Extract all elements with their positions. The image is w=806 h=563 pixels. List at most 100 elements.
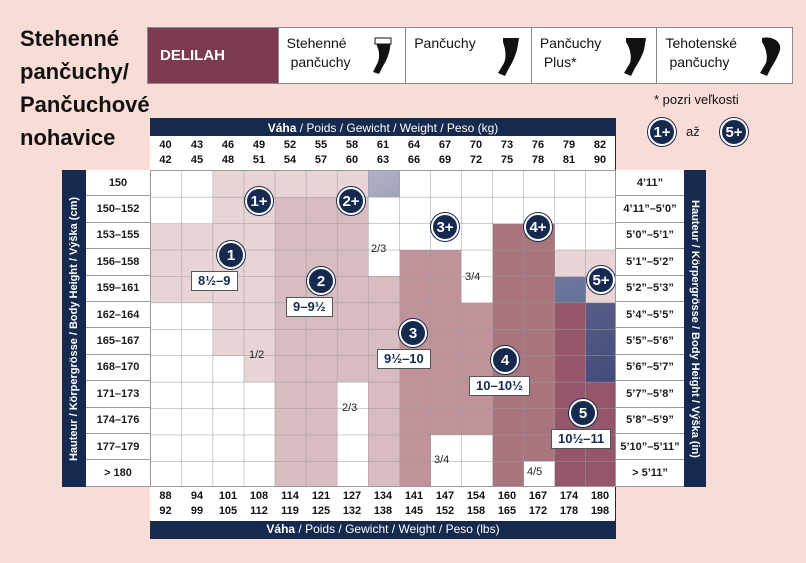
weight-kg-cell: 40 42 bbox=[150, 136, 181, 170]
height-cm-row: 156–158 bbox=[86, 249, 150, 276]
thigh-high-icon bbox=[373, 37, 392, 74]
weight-lbs-cell: 134 138 bbox=[367, 487, 398, 521]
weight-lbs-cell-to: 145 bbox=[404, 505, 424, 517]
weight-kg-cell: 73 75 bbox=[491, 136, 522, 170]
weight-kg-cell-to: 42 bbox=[159, 154, 172, 166]
height-in-rows: 4’11” 4’11”–5’0” 5’0”–5’1” 5’1”–5’2” 5’2”–5’… bbox=[616, 170, 684, 487]
weight-lbs-cell-from: 114 bbox=[281, 490, 299, 502]
size-5-label: 10½–11 bbox=[551, 429, 612, 449]
weight-kg-cell-from: 49 bbox=[252, 139, 266, 151]
weight-lbs-cell-to: 132 bbox=[342, 505, 362, 517]
size-4-label: 10–10½ bbox=[469, 376, 530, 396]
weight-lbs-cell-from: 127 bbox=[342, 490, 362, 502]
height-in-row: 5’8”–5’9” bbox=[616, 407, 684, 434]
weight-kg-cell-from: 61 bbox=[376, 139, 390, 151]
weight-lbs-cell: 121 125 bbox=[305, 487, 336, 521]
size-1-label: 8½–9 bbox=[191, 271, 238, 291]
page-title: Stehenné pančuchy/ Pančuchové nohavice bbox=[20, 26, 150, 150]
weight-lbs-cell-to: 138 bbox=[373, 505, 393, 517]
weight-kg-cell-from: 46 bbox=[221, 139, 235, 151]
height-cm-axis: Hauteur / Körpergrösse / Body Height / V… bbox=[62, 170, 86, 487]
weight-lbs-cell-to: 198 bbox=[590, 505, 610, 517]
product-tabs: DELILAH Stehenné pančuchy Pančuchy Panču… bbox=[147, 27, 793, 84]
weight-kg-cell-to: 66 bbox=[407, 154, 421, 166]
weight-lbs-cell: 101 105 bbox=[212, 487, 243, 521]
height-cm-row: 159–161 bbox=[86, 275, 150, 302]
weight-lbs-cell-from: 88 bbox=[159, 490, 172, 502]
weight-kg-cell: 67 69 bbox=[429, 136, 460, 170]
height-cm-row: 165–167 bbox=[86, 328, 150, 355]
weight-kg-cell-from: 40 bbox=[159, 139, 172, 151]
weight-kg-cell: 61 63 bbox=[367, 136, 398, 170]
tab-stehenne-pancuchy[interactable]: Stehenné pančuchy bbox=[277, 28, 406, 83]
weight-lbs-cell: 94 99 bbox=[181, 487, 212, 521]
fraction-label: 4/5 bbox=[527, 466, 543, 478]
weight-lbs-cell-from: 147 bbox=[435, 490, 455, 502]
height-in-row: 5’1”–5’2” bbox=[616, 249, 684, 276]
weight-lbs-cell-from: 101 bbox=[218, 490, 238, 502]
tab-pancuchy[interactable]: Pančuchy bbox=[405, 28, 531, 83]
weight-kg-cell-from: 82 bbox=[593, 139, 607, 151]
height-in-row: 5’5”–5’6” bbox=[616, 328, 684, 355]
size-key-from: 1+ bbox=[648, 118, 676, 146]
weight-kg-cell: 82 90 bbox=[584, 136, 615, 170]
weight-kg-cell-from: 67 bbox=[438, 139, 452, 151]
weight-kg-cell-to: 60 bbox=[345, 154, 359, 166]
size-2-label: 9–9½ bbox=[286, 297, 333, 317]
height-in-row: 4’11”–5’0” bbox=[616, 196, 684, 223]
weight-lbs-cell: 88 92 bbox=[150, 487, 181, 521]
size-key-mid: až bbox=[686, 124, 700, 139]
fraction-label: 3/4 bbox=[434, 454, 450, 466]
size-4-badge: 4 bbox=[491, 346, 519, 374]
weight-lbs-cells: 88 92 94 99 101 105 108 112 114 119 121 125 127 132 13… bbox=[150, 487, 615, 521]
weight-lbs-cell: 174 178 bbox=[553, 487, 584, 521]
fraction-label: 1/2 bbox=[249, 349, 265, 361]
stockings-icon bbox=[497, 38, 519, 76]
weight-kg-cell-to: 69 bbox=[438, 154, 452, 166]
size-3-badge: 3 bbox=[399, 319, 427, 347]
weight-lbs-cell-to: 119 bbox=[281, 505, 299, 517]
weight-lbs-cell-to: 165 bbox=[497, 505, 517, 517]
weight-lbs-cell-from: 167 bbox=[528, 490, 548, 502]
weight-kg-cell-to: 63 bbox=[376, 154, 390, 166]
weight-kg-cell: 79 81 bbox=[553, 136, 584, 170]
weight-lbs-cell: 141 145 bbox=[398, 487, 429, 521]
weight-lbs-cell-from: 174 bbox=[559, 490, 579, 502]
weight-kg-cell-from: 52 bbox=[283, 139, 297, 151]
height-cm-row: 171–173 bbox=[86, 381, 150, 408]
fraction-label: 2/3 bbox=[371, 243, 387, 255]
weight-kg-cell: 76 78 bbox=[522, 136, 553, 170]
weight-lbs-cell-from: 160 bbox=[497, 490, 517, 502]
size-key: 1+ až 5+ bbox=[642, 116, 752, 148]
height-in-row: 5’7”–5’8” bbox=[616, 381, 684, 408]
weight-lbs-cell: 108 112 bbox=[243, 487, 274, 521]
height-in-axis: Hauteur / Körpergrösse / Body Height / V… bbox=[684, 170, 706, 487]
height-cm-row: 150 bbox=[86, 170, 150, 197]
weight-kg-cell-to: 72 bbox=[469, 154, 483, 166]
size-1-badge: 1 bbox=[217, 241, 245, 269]
weight-kg-cell: 55 57 bbox=[305, 136, 336, 170]
weight-kg-cell: 49 51 bbox=[243, 136, 274, 170]
tab-pancuchy-plus[interactable]: Pančuchy Plus* bbox=[530, 28, 657, 83]
weight-kg-cell-to: 57 bbox=[314, 154, 328, 166]
tab-delilah[interactable]: DELILAH bbox=[148, 28, 278, 83]
weight-kg-cell: 64 66 bbox=[398, 136, 429, 170]
weight-kg-cell: 43 45 bbox=[181, 136, 212, 170]
weight-kg-cells: 40 42 43 45 46 48 49 51 52 54 55 57 58 60 61 63 64 66 67 69… bbox=[150, 136, 615, 170]
stockings-plus-icon bbox=[624, 38, 647, 76]
size-plus-5: 5+ bbox=[587, 266, 615, 294]
weight-kg-title: Váha / Poids / Gewicht / Weight / Peso (… bbox=[267, 121, 499, 135]
weight-kg-cell-to: 54 bbox=[283, 154, 297, 166]
weight-kg-cell-from: 58 bbox=[345, 139, 359, 151]
weight-kg-header: Váha / Poids / Gewicht / Weight / Peso (… bbox=[150, 118, 616, 170]
weight-kg-cell-from: 43 bbox=[190, 139, 204, 151]
weight-lbs-cell-to: 158 bbox=[466, 505, 486, 517]
height-in-row: 5’2”–5’3” bbox=[616, 275, 684, 302]
size-plus-4: 4+ bbox=[524, 213, 552, 241]
height-cm-row: > 180 bbox=[86, 460, 150, 487]
height-cm-row: 150–152 bbox=[86, 196, 150, 223]
weight-kg-cell-to: 45 bbox=[190, 154, 204, 166]
fraction-label: 3/4 bbox=[465, 271, 481, 283]
tab-tehotenske-pancuchy[interactable]: Tehotenské pančuchy bbox=[656, 28, 793, 83]
weight-lbs-cell: 180 198 bbox=[584, 487, 615, 521]
